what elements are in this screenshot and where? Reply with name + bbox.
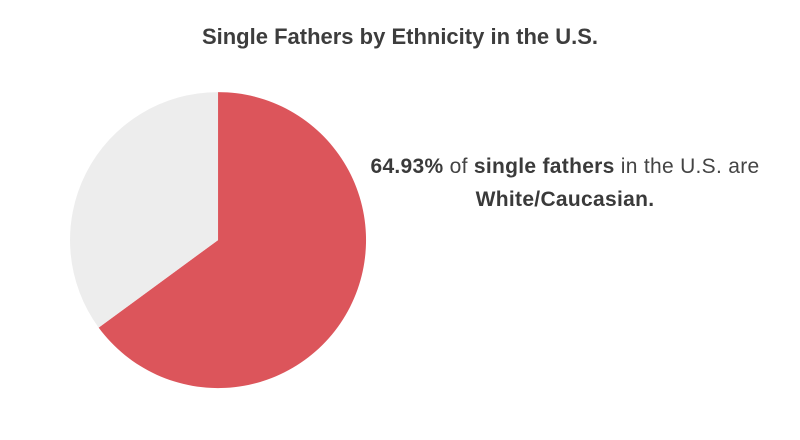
chart-title: Single Fathers by Ethnicity in the U.S. (201, 24, 599, 49)
chart-annotation: 64.93% of single fathers in the U.S. are… (350, 150, 780, 216)
annotation-text-1: of (443, 155, 474, 178)
annotation-text-2: in the U.S. are (614, 155, 760, 178)
pie-slice-2 (70, 92, 219, 328)
annotation-subject: single fathers (473, 155, 615, 178)
annotation-percentage: 64.93% (370, 155, 444, 178)
annotation-group: White/Caucasian. (475, 188, 655, 211)
pie-slice-1 (98, 92, 367, 389)
